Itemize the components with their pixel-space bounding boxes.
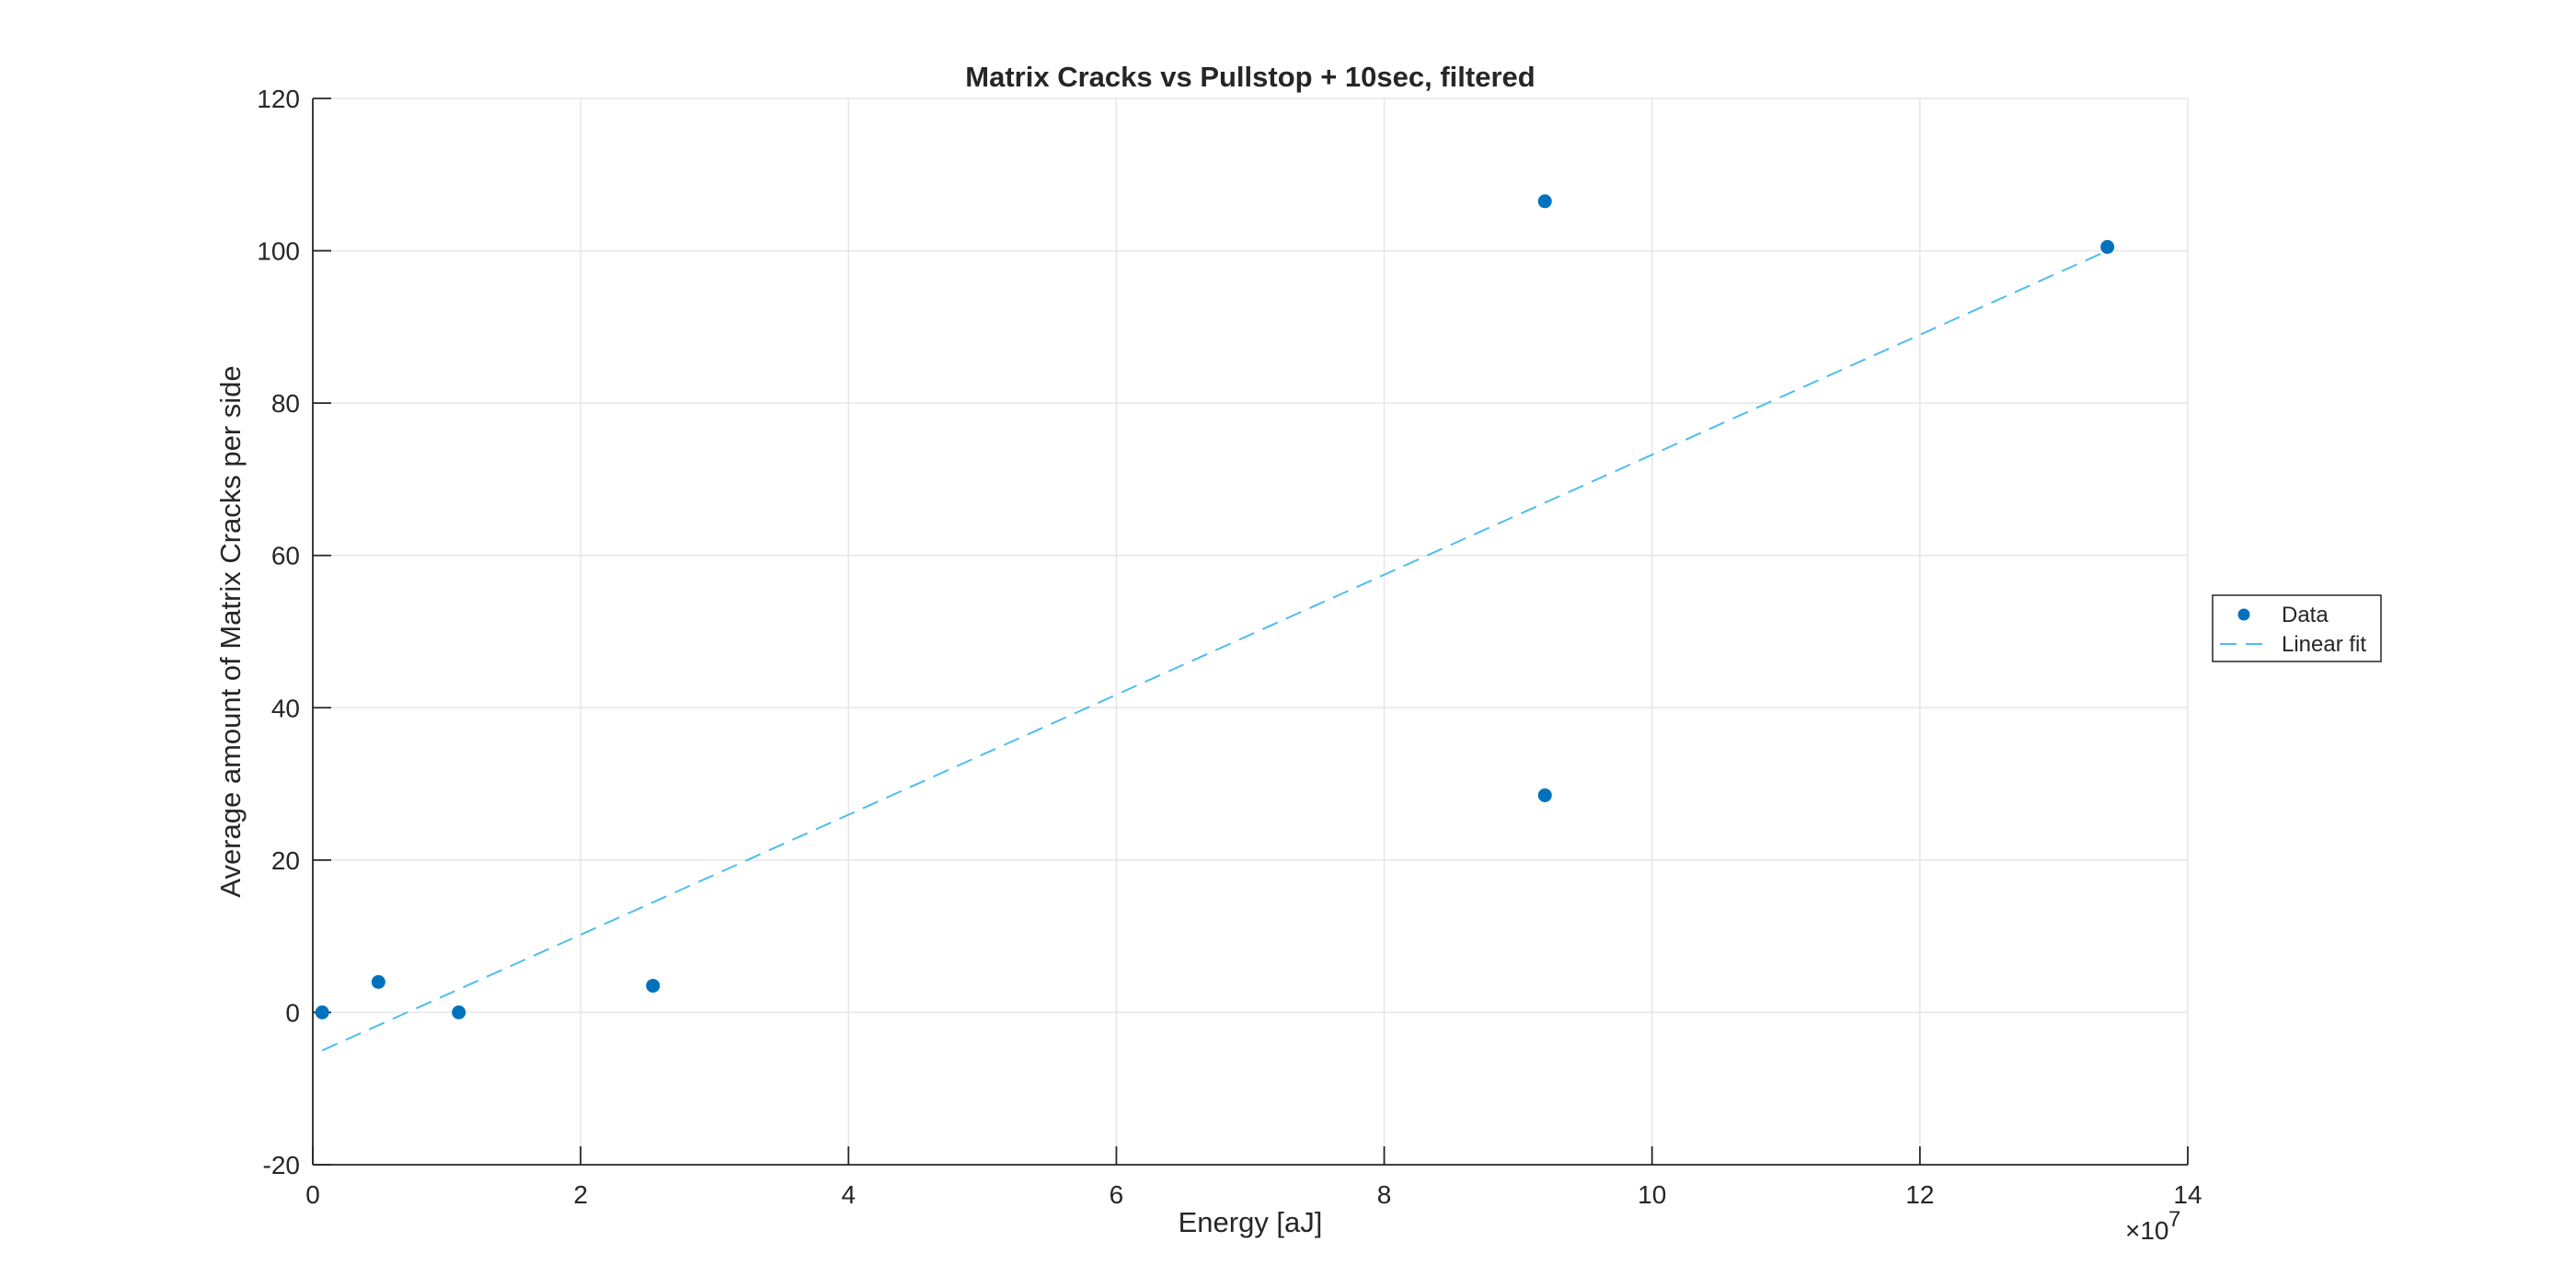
y-tick-label: 40 — [271, 694, 300, 722]
x-tick-label: 0 — [305, 1180, 320, 1209]
x-exponent-power: 7 — [2168, 1207, 2180, 1232]
x-axis-exponent: ×10 7 — [2125, 1207, 2180, 1245]
legend: Data Linear fit — [2212, 594, 2382, 662]
y-tick-label: 120 — [257, 85, 300, 113]
legend-box — [2212, 594, 2382, 662]
legend-label: Linear fit — [2282, 632, 2366, 657]
data-point — [452, 1005, 466, 1019]
x-axis-label: Energy [aJ] — [1179, 1206, 1323, 1238]
x-tick-label: 8 — [1377, 1180, 1392, 1209]
x-tick-label: 10 — [1638, 1180, 1666, 1209]
data-point — [1537, 788, 1552, 802]
x-tick-label: 14 — [2173, 1180, 2202, 1209]
y-tick-label: 20 — [271, 846, 300, 875]
x-tick-label: 4 — [841, 1180, 856, 1209]
y-axis-label: Average amount of Matrix Cracks per side — [214, 365, 247, 897]
data-series — [315, 194, 2115, 1052]
data-point — [371, 974, 385, 989]
data-point — [646, 978, 661, 993]
y-tick-label: 100 — [257, 237, 300, 266]
axes — [312, 98, 2189, 1166]
y-tick-label: -20 — [263, 1151, 300, 1179]
data-point — [2100, 239, 2115, 254]
legend-swatch-data — [2237, 608, 2250, 621]
chart-title: Matrix Cracks vs Pullstop + 10sec, filte… — [965, 61, 1535, 93]
fit-line — [321, 249, 2109, 1052]
data-point — [1537, 194, 1552, 209]
x-exponent-base: ×10 — [2125, 1216, 2169, 1245]
x-tick-label: 2 — [573, 1180, 588, 1209]
x-tick-label: 6 — [1110, 1180, 1124, 1209]
data-point — [315, 1005, 329, 1019]
y-tick-label: 80 — [271, 389, 300, 418]
y-tick-label: 0 — [285, 998, 300, 1027]
legend-label: Data — [2282, 603, 2329, 627]
x-tick-label: 12 — [1905, 1180, 1934, 1209]
plot-area — [313, 98, 2188, 1165]
y-tick-label: 60 — [271, 542, 300, 570]
